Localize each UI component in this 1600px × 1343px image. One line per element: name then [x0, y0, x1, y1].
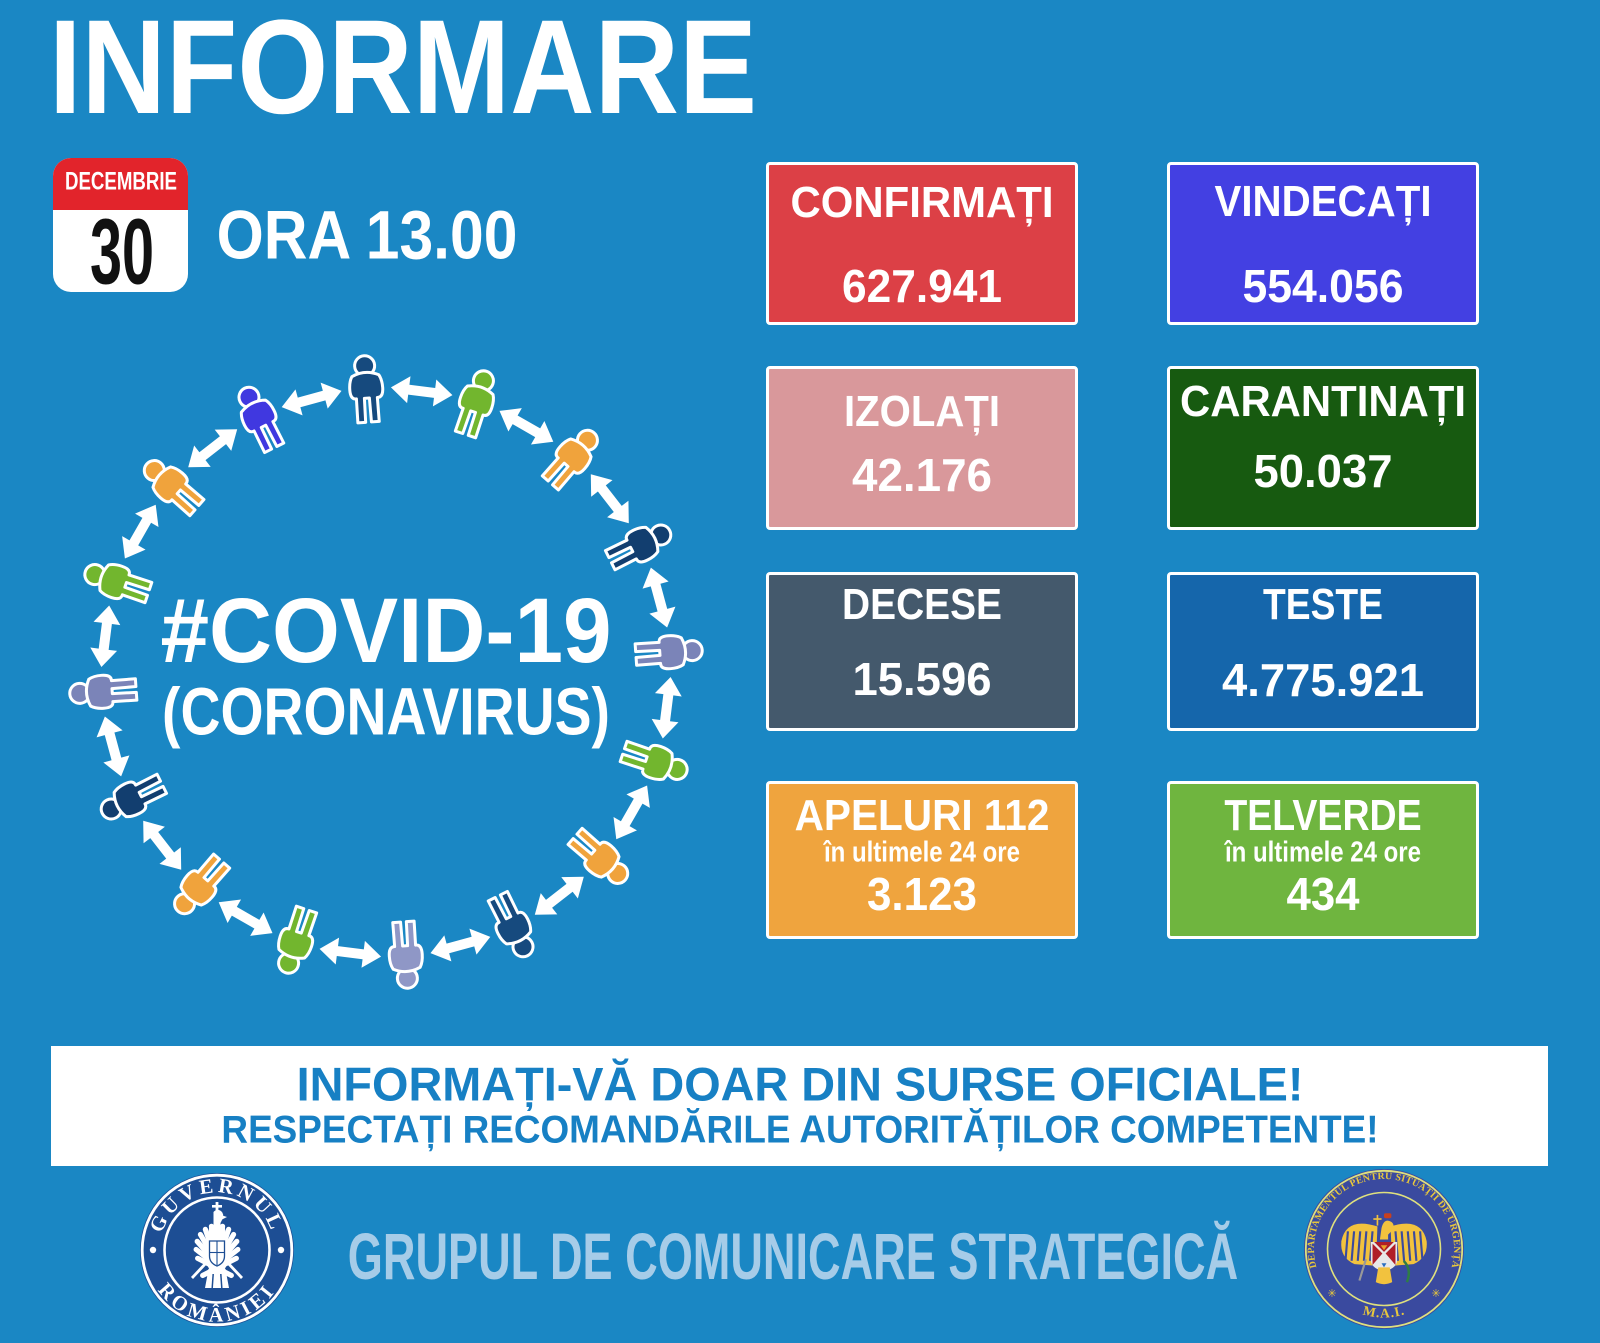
svg-text:M.A.I.: M.A.I.	[1362, 1303, 1407, 1321]
svg-text:✳: ✳	[1431, 1288, 1440, 1300]
svg-text:✳: ✳	[1327, 1288, 1336, 1300]
